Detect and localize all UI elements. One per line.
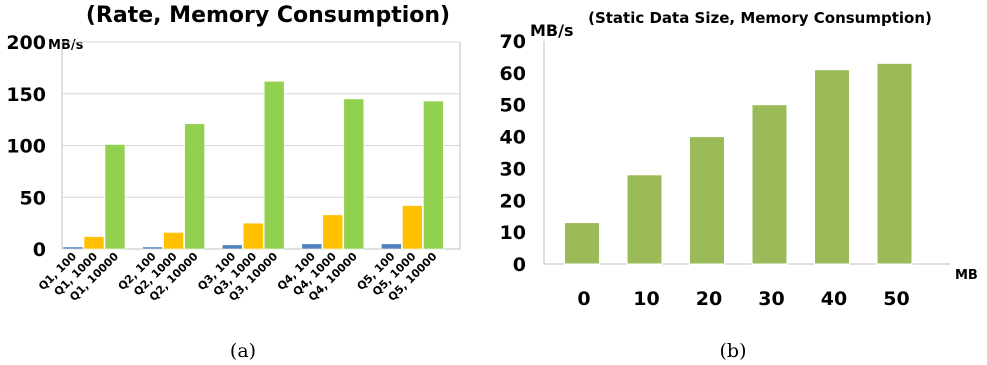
chart-b-bar — [689, 136, 725, 265]
chart-a-y-tick-label: 100 — [6, 136, 46, 158]
chart-a-bar — [423, 100, 444, 250]
chart-a-bars — [62, 81, 444, 250]
chart-a-bar — [221, 244, 243, 250]
chart-b-ylabel: MB/s — [530, 21, 573, 40]
chart-a-bar — [322, 214, 344, 250]
chart-b-y-tick-label: 0 — [513, 254, 526, 276]
chart-b-x-ticks: 0 10 20 30 40 50 — [577, 288, 909, 310]
chart-a-y-tick-label: 200 — [6, 32, 46, 54]
chart-b-x-tick-label: 0 — [577, 288, 590, 310]
chart-b-x-tick-label: 40 — [821, 288, 847, 310]
chart-b-xlabel: MB — [955, 268, 978, 283]
chart-b-bar — [564, 222, 600, 265]
chart-a-bar — [62, 246, 84, 250]
chart-b-y-tick-label: 60 — [500, 63, 526, 85]
chart-a-bar — [381, 243, 402, 250]
chart-b-y-tick-label: 10 — [500, 222, 526, 244]
chart-a-y-tick-label: 50 — [20, 187, 46, 209]
chart-a-bar — [142, 246, 163, 250]
chart-a: (Rate, Memory Consumption) MB/s 0 50 100 15… — [6, 3, 461, 362]
chart-b-bar — [751, 104, 788, 265]
chart-a-bar — [242, 222, 264, 250]
chart-b-y-tick-label: 30 — [500, 158, 526, 180]
chart-a-y-ticks: 0 50 100 150 200 — [6, 32, 46, 261]
chart-a-bar — [263, 81, 285, 250]
chart-b-caption: (b) — [720, 340, 747, 362]
chart-b-bar — [814, 69, 850, 265]
chart-b-title: (Static Data Size, Memory Consumption) — [588, 9, 932, 27]
chart-a-title: (Rate, Memory Consumption) — [86, 3, 450, 28]
chart-a-y-tick-label: 0 — [33, 239, 46, 261]
chart-b-bars — [543, 41, 950, 265]
chart-a-bar — [104, 144, 126, 250]
chart-a-ylabel: MB/s — [48, 38, 84, 53]
chart-a-y-tick-label: 150 — [6, 84, 46, 106]
chart-b-x-tick-label: 20 — [696, 288, 722, 310]
chart-b-y-tick-label: 70 — [500, 31, 526, 53]
chart-a-bar — [83, 236, 105, 250]
chart-b-y-ticks: 0 10 20 30 40 50 60 70 — [500, 31, 526, 276]
chart-b-y-tick-label: 40 — [500, 127, 526, 149]
chart-a-bar — [343, 98, 365, 250]
chart-b-bar — [876, 62, 913, 265]
chart-a-bar — [301, 243, 323, 250]
chart-b: (Static Data Size, Memory Consumption) M… — [500, 9, 978, 362]
chart-b-y-tick-label: 50 — [500, 95, 526, 117]
chart-b-x-tick-label: 50 — [883, 288, 909, 310]
chart-a-bar — [184, 123, 205, 250]
chart-a-bar — [163, 232, 184, 250]
chart-b-bar — [626, 174, 663, 265]
chart-b-x-tick-label: 10 — [633, 288, 659, 310]
chart-a-bar — [402, 205, 423, 250]
chart-b-x-tick-label: 30 — [758, 288, 784, 310]
chart-a-caption: (a) — [230, 340, 256, 362]
chart-b-y-tick-label: 20 — [500, 190, 526, 212]
